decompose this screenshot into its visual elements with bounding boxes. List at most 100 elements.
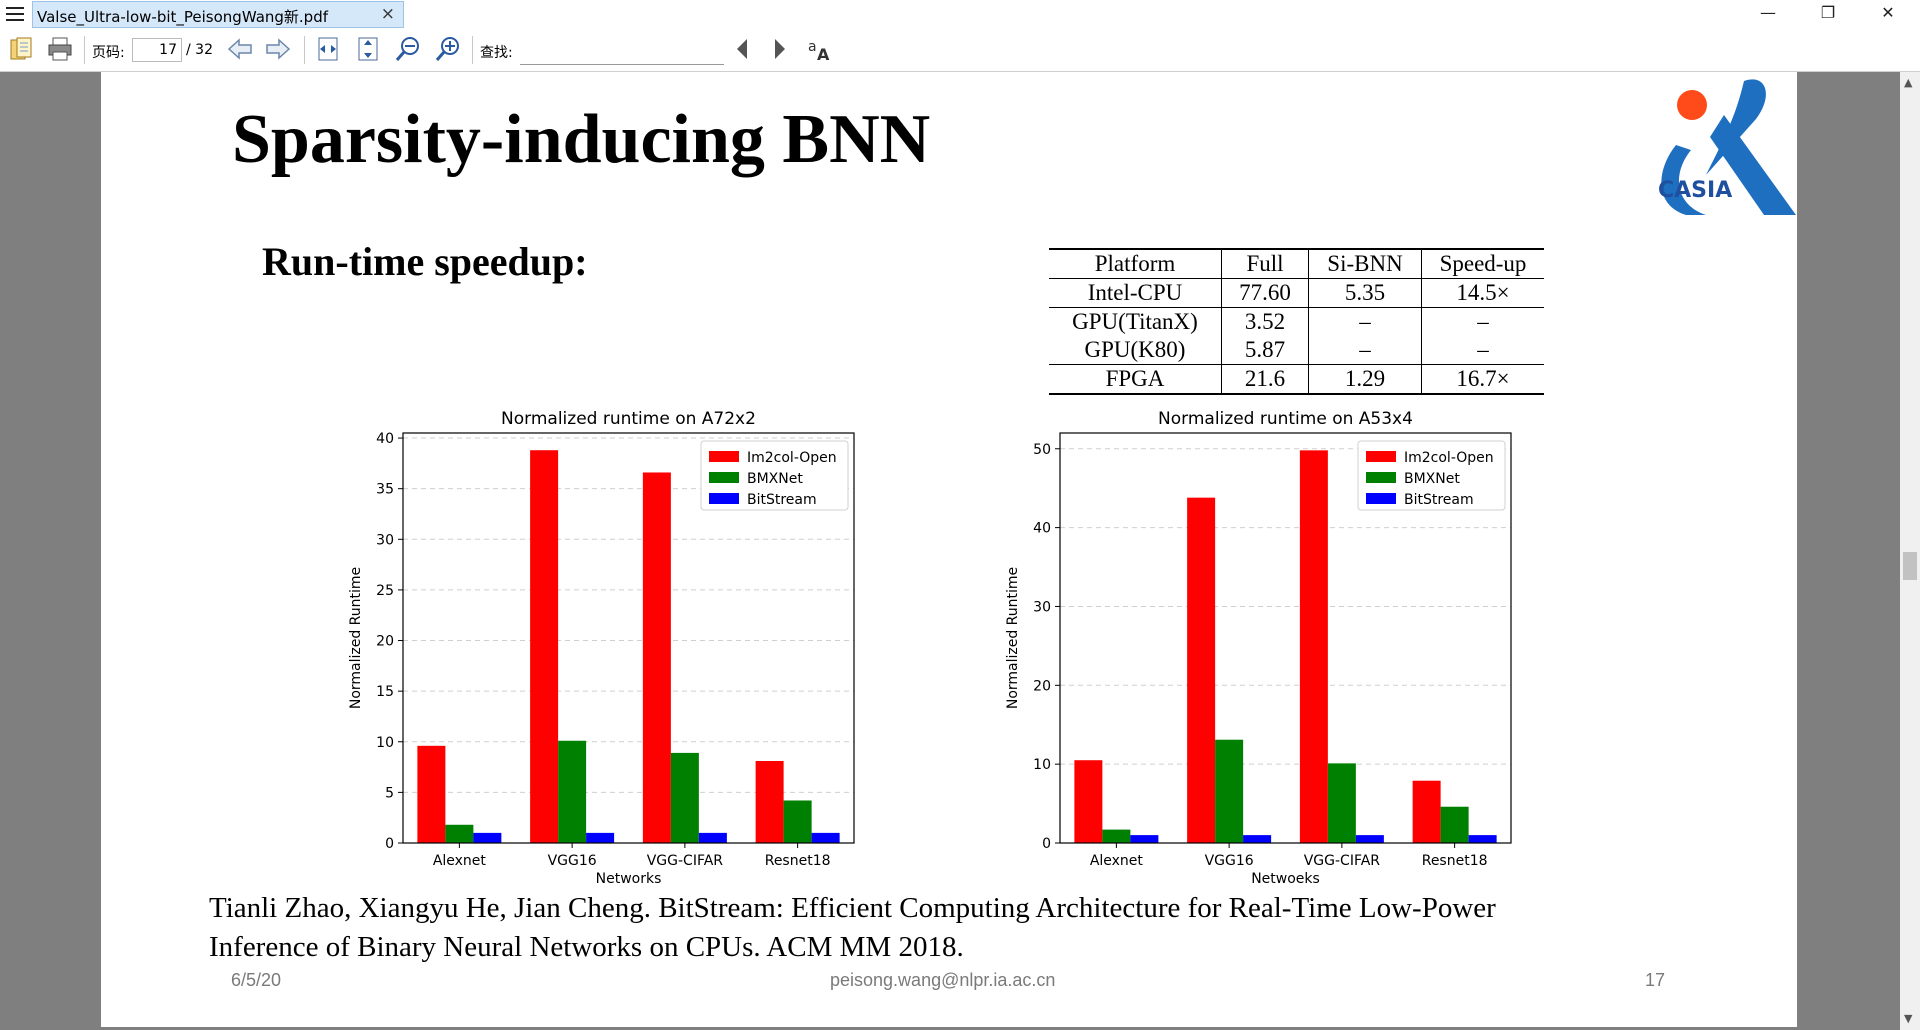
bar [783,800,812,843]
chart-a72x2: Normalized runtime on A72x2 0 5 10 15 20 25 30 3… [348,409,855,887]
plot-frame [1059,432,1512,844]
document-tab[interactable]: Valse_Ultra-low-bit_PeisongWang新.pdf × [32,1,404,28]
fit-page-icon[interactable] [354,35,382,63]
print-icon[interactable] [46,35,74,63]
page-number-input[interactable]: 17 [132,38,182,62]
x-tick-label: Alexnet [433,853,487,869]
plot-frame [402,432,855,844]
x-tick-label: VGG-CIFAR [1304,853,1381,869]
legend-label: Im2col-Open [747,450,837,466]
find-input[interactable] [520,38,724,65]
menu-icon[interactable] [6,7,24,23]
table-cell: Intel-CPU [1049,278,1222,308]
legend-label: Im2col-Open [1404,450,1494,466]
find-prev-icon[interactable] [728,35,756,63]
legend-label: BitStream [1404,492,1474,508]
table-cell: 14.5× [1456,280,1510,305]
speedup-table: Platform Full Si-BNN Speed-up Intel-CPU … [1049,248,1544,395]
forward-icon[interactable] [264,35,292,63]
svg-text:a: a [808,39,817,55]
y-tick-label: 15 [376,684,394,700]
scroll-down-icon[interactable]: ▼ [1904,1012,1913,1025]
y-tick-label: 5 [385,785,394,801]
table-row: FPGA 21.6 1.29 16.7× [1049,364,1544,394]
tab-title: Valse_Ultra-low-bit_PeisongWang新.pdf [37,8,329,26]
y-tick-label: 30 [376,532,394,548]
bar [1130,835,1159,843]
find-label: 查找: [480,45,513,61]
x-tick-label: Resnet18 [765,853,831,869]
bar [1440,806,1469,843]
casia-logo: CASIA [1658,79,1796,215]
bar [1327,763,1356,843]
table-row: Intel-CPU 77.60 5.35 14.5× [1049,278,1544,308]
x-axis-label: Netwoeks [1251,871,1320,887]
table-cell: 16.7× [1456,366,1510,391]
find-next-icon[interactable] [766,35,794,63]
slide-subtitle: Run-time speedup: [262,239,588,284]
y-tick-label: 0 [385,836,394,852]
bar [1299,450,1328,843]
table-header-row: Platform Full Si-BNN Speed-up [1049,249,1544,279]
x-tick-label: Resnet18 [1422,853,1488,869]
citation: Tianli Zhao, Xiangyu He, Jian Cheng. Bit… [209,889,1709,967]
bar [1355,835,1384,843]
bar [1412,780,1441,843]
logo-text: CASIA [1658,178,1732,203]
bar [1102,829,1131,843]
table-cell: GPU(TitanX) [1049,307,1222,336]
y-tick-label: 0 [1042,836,1051,852]
table-cell: 5.35 [1308,278,1422,308]
scroll-thumb[interactable] [1903,552,1917,580]
minimize-button[interactable]: — [1760,3,1776,22]
table-cell: – [1308,336,1422,365]
x-tick-label: VGG-CIFAR [647,853,724,869]
tab-close-icon[interactable]: × [380,4,395,24]
table-row: GPU(TitanX) 3.52 – – [1049,307,1544,336]
page-label: 页码: [92,45,125,61]
legend-swatch [709,472,739,483]
zoom-out-icon[interactable] [394,35,422,63]
svg-text:A: A [817,45,830,63]
y-tick-label: 40 [1033,521,1051,537]
y-tick-label: 30 [1033,599,1051,615]
table-cell: 21.6 [1221,364,1309,394]
x-tick-label: VGG16 [1205,853,1254,869]
citation-line: Inference of Binary Neural Networks on C… [209,931,964,963]
y-tick-label: 40 [376,431,394,447]
bar [417,745,446,843]
toolbar-separator [84,36,85,64]
bar [811,832,840,843]
close-button[interactable]: ✕ [1881,3,1895,22]
vertical-scrollbar[interactable]: ▲ ▼ [1900,72,1920,1030]
fit-width-icon[interactable] [314,35,342,63]
pdf-page [101,72,1797,1027]
x-tick-label: Alexnet [1090,853,1144,869]
bar [1243,835,1272,843]
table-cell: – [1308,307,1422,336]
table-cell: GPU(K80) [1049,336,1222,365]
open-icon[interactable] [8,35,36,63]
restore-button[interactable]: ❐ [1820,3,1836,22]
scroll-up-icon[interactable]: ▲ [1904,76,1913,89]
legend-label: BMXNet [747,471,803,487]
bar [1187,497,1216,843]
bar [698,832,727,843]
page-total: / 32 [186,42,213,58]
table-cell: 77.60 [1221,278,1309,308]
zoom-in-icon[interactable] [434,35,462,63]
chart-a53x4: Normalized runtime on A53x4 0 10 20 30 40 50 Al… [1005,409,1512,887]
title-bar: Valse_Ultra-low-bit_PeisongWang新.pdf × —… [0,0,1920,30]
legend-swatch [709,451,739,462]
table-cell: 5.87 [1221,336,1309,365]
y-tick-label: 35 [376,482,394,498]
y-tick-label: 10 [1033,757,1051,773]
footer-email: peisong.wang@nlpr.ia.ac.cn [830,970,1056,990]
legend-swatch [1366,472,1396,483]
chart-title: Normalized runtime on A53x4 [1158,409,1413,429]
table-cell: 1.29 [1308,364,1422,394]
back-icon[interactable] [226,35,254,63]
table-cell: FPGA [1049,364,1222,394]
